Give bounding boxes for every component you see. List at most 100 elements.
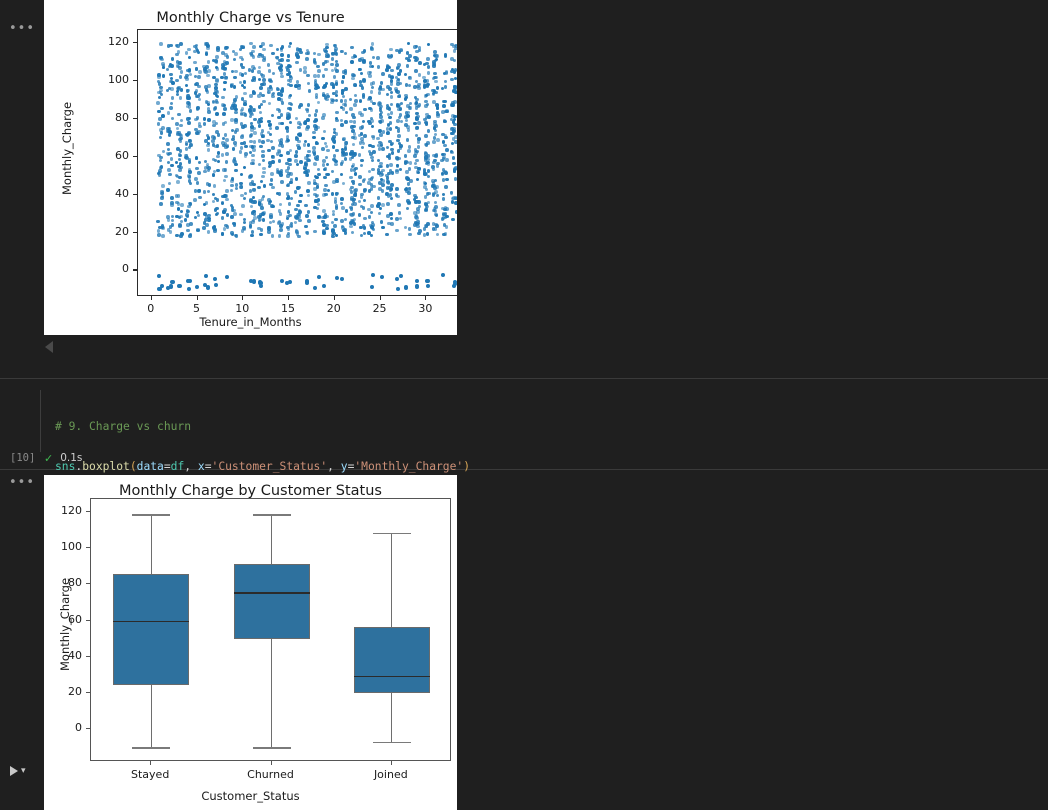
scatter-point [266,138,270,143]
scatter-point [396,149,401,153]
run-cell-button[interactable]: ▾ [10,766,26,776]
scatter-point [166,111,171,115]
scatter-point [299,103,303,107]
scatter-point [238,80,243,85]
scatter-point [407,58,411,63]
scatter-point [220,75,224,80]
scatter-point [298,68,303,72]
scatter-point [343,217,348,222]
scatter-point [213,229,217,233]
scatter-point [379,142,384,146]
scatter-point [189,222,193,226]
scatter-point [441,110,445,114]
scatter-point [306,193,311,198]
scatter-point [297,146,301,150]
scatter-point [233,103,237,108]
scatter-point [359,195,364,199]
y-tick-mark [133,42,137,44]
scatter-point [171,81,175,85]
scatter-point [216,48,220,52]
scatter-outlier-point [177,283,182,288]
scatter-point [334,206,339,210]
scatter-point [342,102,346,107]
chevron-down-icon[interactable]: ▾ [21,765,26,776]
scatter-point [451,131,455,136]
scatter-point [331,209,336,214]
scatter-point [399,119,404,124]
scatter-point [222,168,226,172]
scatter-point [442,223,447,227]
scatter-point [404,93,408,98]
scatter-point [178,61,182,65]
scatter-point [397,141,402,146]
scatter-point [415,125,420,130]
scatter-point [253,131,257,135]
scatter-point [323,96,328,101]
scatter-point [369,183,374,187]
scatter-point [434,190,438,194]
scatter-point [215,100,219,105]
scatter-outlier-point [258,284,263,289]
scatter-point [286,196,290,201]
scatter-point [289,172,293,176]
collapse-output-triangle-1[interactable] [45,341,53,353]
y-tick-label: 0 [122,262,129,276]
scatter-point [269,215,273,219]
scatter-point [212,107,217,111]
scatter-point [331,51,335,56]
scatter-point [231,49,236,54]
code-cell[interactable]: ▾ [10] # 9. Charge vs churn sns.boxplot(… [0,378,1048,776]
scatter-point [243,124,247,128]
code-editor[interactable]: # 9. Charge vs churn sns.boxplot(data=df… [40,390,1048,552]
matplotlib-figure-1: Monthly Charge vs Tenure Monthly_Charge … [44,0,457,335]
scatter-point [166,142,170,146]
scatter-point [381,130,386,134]
scatter-point [433,209,438,213]
scatter-point [294,207,298,212]
cell-overflow-menu-top[interactable]: ••• [9,21,36,36]
cell-overflow-menu-bottom[interactable]: ••• [9,475,36,490]
scatter-point [175,92,180,97]
scatter-point [453,76,457,81]
scatter-point [158,158,163,163]
scatter-point [261,154,265,158]
scatter-point [295,137,299,141]
scatter-point [332,127,337,132]
scatter-point [314,86,318,91]
scatter-point [216,168,220,173]
scatter-point [240,141,244,146]
scatter-point [251,153,255,158]
scatter-point [261,194,266,199]
scatter-point [403,161,408,165]
scatter-point [215,206,219,211]
y-tick-mark [86,510,90,512]
scatter-point [177,157,182,162]
scatter-point [252,78,257,82]
scatter-point [395,48,399,53]
scatter-point [413,193,417,198]
scatter-outlier-point [186,286,191,291]
scatter-point [324,192,328,197]
scatter-point [233,130,238,134]
scatter-point [416,210,420,214]
scatter-point [424,104,428,108]
scatter-point [206,46,210,51]
scatter-point [349,119,353,124]
scatter-point [157,153,161,158]
scatter-point [170,96,175,100]
scatter-point [433,119,437,124]
scatter-point [167,181,172,186]
scatter-point [306,118,310,122]
scatter-point [161,114,165,118]
scatter-point [377,202,381,206]
scatter-point [454,140,457,144]
scatter-point [305,48,310,53]
x-tick-label-stayed: Stayed [131,768,170,781]
scatter-point [288,162,292,167]
elapsed-time: 0.1s [60,452,83,464]
scatter-point [160,57,164,62]
scatter-point [415,117,419,121]
scatter-point [221,95,225,100]
scatter-point [426,57,430,61]
scatter-point [381,147,385,151]
